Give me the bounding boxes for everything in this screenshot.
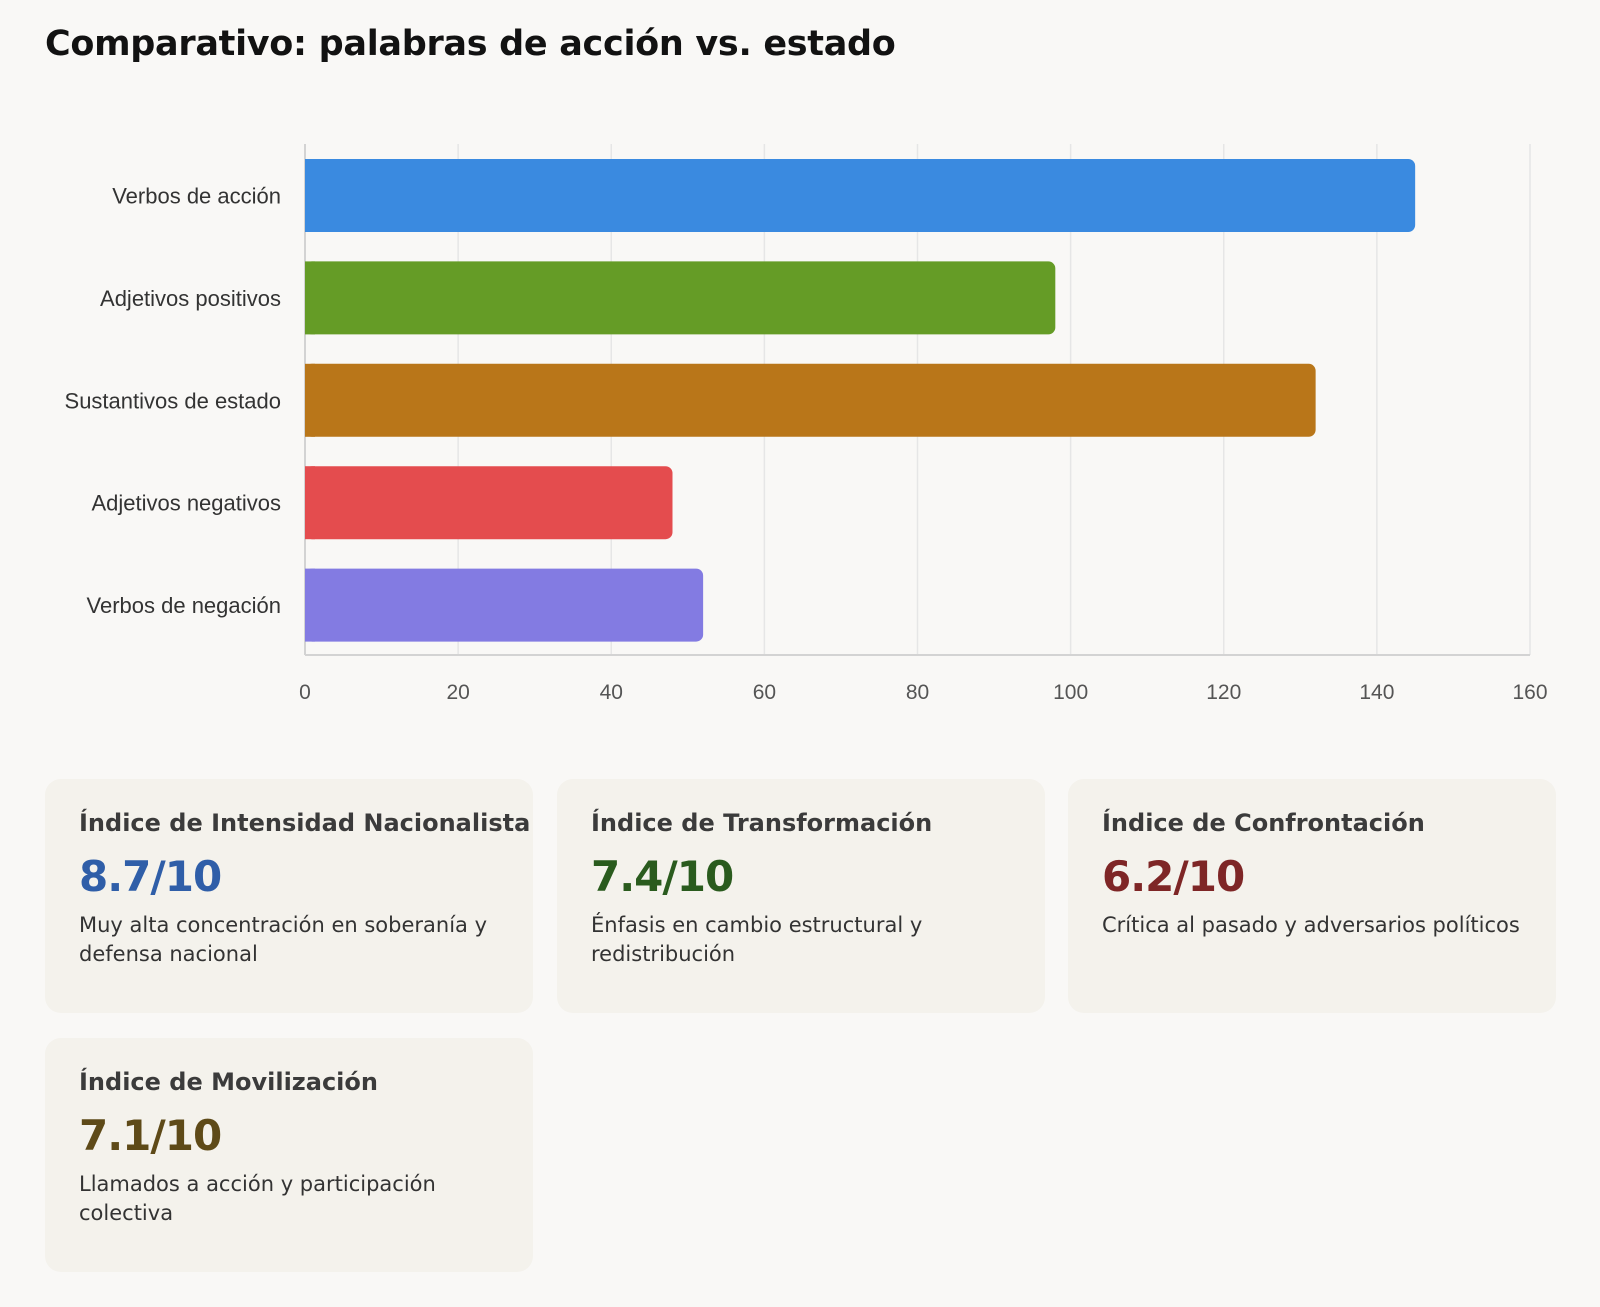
bar-2-base — [305, 261, 315, 335]
bar-3-base — [305, 363, 315, 437]
chart-bars — [305, 159, 1416, 642]
x-tick-label: 20 — [446, 681, 469, 704]
card-value: 7.1/10 — [79, 1111, 222, 1160]
x-tick-label: 80 — [906, 681, 929, 704]
card-title: Índice de Confrontación — [1102, 809, 1425, 837]
index-card-transformacion: Índice de Transformación 7.4/10 Énfasis … — [557, 779, 1045, 1013]
bar-3 — [305, 363, 1316, 437]
bar-4 — [305, 466, 673, 540]
category-label: Adjetivos negativos — [91, 491, 281, 516]
page-title: Comparativo: palabras de acción vs. esta… — [45, 24, 896, 64]
x-tick-label: 60 — [753, 681, 776, 704]
category-label: Verbos de acción — [112, 184, 281, 209]
card-title: Índice de Transformación — [591, 809, 933, 837]
index-card-confrontacion: Índice de Confrontación 6.2/10 Crítica a… — [1068, 779, 1556, 1013]
x-tick-label: 0 — [299, 681, 311, 704]
bar-1-base — [305, 159, 315, 232]
x-tick-label: 120 — [1206, 681, 1241, 704]
chart-category-labels: Verbos de acción Adjetivos positivos Susta… — [65, 184, 281, 619]
x-tick-label: 160 — [1512, 681, 1547, 704]
bar-2 — [305, 261, 1056, 335]
chart-x-tick-labels: 0 20 40 60 80 100 120 140 160 — [299, 681, 1547, 704]
bar-5 — [305, 568, 704, 642]
card-description: Llamados a acción y participación colect… — [79, 1172, 436, 1225]
index-card-nacionalista: Índice de Intensidad Nacionalista 8.7/10… — [45, 779, 533, 1013]
x-tick-label: 40 — [600, 681, 623, 704]
card-description: Crítica al pasado y adversarios político… — [1102, 913, 1520, 937]
card-value: 7.4/10 — [591, 852, 734, 901]
x-tick-label: 100 — [1053, 681, 1088, 704]
category-label: Verbos de negación — [87, 593, 282, 618]
category-label: Sustantivos de estado — [65, 388, 281, 413]
card-description: Énfasis en cambio estructural y redistri… — [591, 913, 923, 966]
x-tick-label: 140 — [1359, 681, 1394, 704]
bar-1 — [305, 159, 1416, 232]
index-card-movilizacion: Índice de Movilización 7.1/10 Llamados a… — [45, 1038, 533, 1272]
bar-chart: Verbos de acción Adjetivos positivos Susta… — [65, 144, 1548, 704]
category-label: Adjetivos positivos — [100, 286, 281, 311]
card-title: Índice de Intensidad Nacionalista — [79, 809, 531, 837]
card-value: 8.7/10 — [79, 852, 222, 901]
bar-5-base — [305, 568, 315, 642]
bar-4-base — [305, 466, 315, 540]
card-title: Índice de Movilización — [79, 1068, 378, 1096]
card-value: 6.2/10 — [1102, 852, 1245, 901]
card-description: Muy alta concentración en soberanía y de… — [79, 913, 488, 966]
